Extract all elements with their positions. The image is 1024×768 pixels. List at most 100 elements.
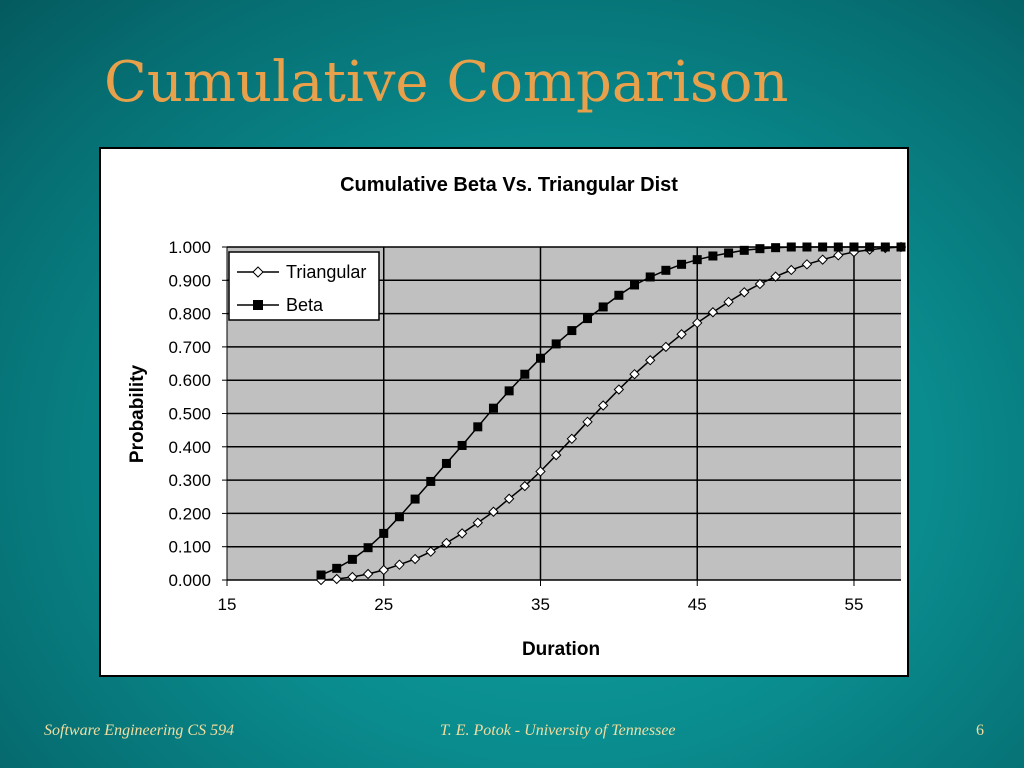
data-point-beta <box>849 242 859 252</box>
data-point-triangular <box>425 546 436 557</box>
y-tick-label: 0.400 <box>168 438 211 457</box>
chart-title: Cumulative Beta Vs. Triangular Dist <box>340 174 678 196</box>
data-point-beta <box>708 251 718 261</box>
y-tick-label: 0.700 <box>168 338 211 357</box>
data-point-triangular <box>660 341 672 353</box>
data-point-triangular <box>770 271 781 282</box>
x-tick-label: 35 <box>531 595 550 614</box>
chart-panel: Cumulative Beta Vs. Triangular Dist 0.000… <box>99 147 909 677</box>
data-point-beta <box>504 386 514 396</box>
data-point-triangular <box>535 466 546 477</box>
y-tick-label: 0.100 <box>168 538 211 557</box>
data-point-beta <box>567 326 577 336</box>
data-point-beta <box>724 248 734 258</box>
data-point-triangular <box>566 433 578 445</box>
data-point-beta <box>739 245 749 255</box>
y-tick-label: 0.900 <box>168 271 211 290</box>
data-point-triangular <box>488 506 499 517</box>
data-point-triangular <box>754 278 766 290</box>
data-point-beta <box>379 528 389 538</box>
data-point-beta <box>833 242 843 252</box>
data-point-beta <box>614 290 624 300</box>
y-tick-label: 0.500 <box>168 405 211 424</box>
data-point-beta <box>677 259 687 269</box>
data-point-beta <box>551 339 561 349</box>
data-point-beta <box>363 543 373 553</box>
data-point-beta <box>488 403 498 413</box>
page-number: 6 <box>976 722 984 739</box>
data-point-beta <box>535 353 545 363</box>
data-point-triangular <box>456 528 468 539</box>
data-point-beta <box>896 242 906 252</box>
data-point-triangular <box>409 553 421 565</box>
data-point-beta <box>786 242 796 252</box>
y-tick-label: 0.800 <box>168 305 211 324</box>
y-tick-label: 0.600 <box>168 371 211 390</box>
data-point-triangular <box>613 384 625 395</box>
x-tick-label: 45 <box>688 595 707 614</box>
data-point-beta <box>394 512 404 522</box>
data-point-triangular <box>362 568 374 580</box>
x-tick-label: 55 <box>845 595 864 614</box>
data-point-beta <box>457 440 467 450</box>
data-point-triangular <box>378 564 389 576</box>
data-point-triangular <box>394 559 405 570</box>
data-point-triangular <box>597 400 609 411</box>
legend-label-triangular: Triangular <box>286 262 366 282</box>
data-point-triangular <box>833 250 844 261</box>
legend-marker-triangular <box>252 266 264 278</box>
data-point-triangular <box>347 571 358 583</box>
data-point-beta <box>645 272 655 282</box>
data-point-triangular <box>817 254 828 265</box>
data-point-beta <box>818 242 828 252</box>
y-tick-label: 1.000 <box>168 238 211 257</box>
data-point-beta <box>332 563 342 573</box>
data-point-triangular <box>707 307 719 318</box>
legend-marker-beta <box>253 300 263 310</box>
data-point-beta <box>865 242 875 252</box>
data-point-beta <box>441 458 451 468</box>
data-point-triangular <box>692 317 703 329</box>
data-point-beta <box>347 554 357 564</box>
data-point-beta <box>410 494 420 504</box>
y-tick-label: 0.300 <box>168 471 211 490</box>
footer-author: T. E. Potok - University of Tennessee <box>440 722 676 739</box>
y-axis-label: Probability <box>127 364 148 463</box>
data-point-beta <box>583 314 593 324</box>
data-point-triangular <box>331 573 342 585</box>
data-point-triangular <box>645 355 656 366</box>
x-tick-label: 25 <box>374 595 393 614</box>
data-point-triangular <box>723 296 734 308</box>
data-point-beta <box>802 242 812 252</box>
data-point-triangular <box>519 480 531 492</box>
data-point-triangular <box>801 259 813 270</box>
chart-svg: Cumulative Beta Vs. Triangular Dist 0.000… <box>127 174 907 660</box>
data-point-triangular <box>629 368 640 380</box>
data-point-beta <box>630 280 640 290</box>
y-tick-label: 0.000 <box>168 571 211 590</box>
data-point-beta <box>520 369 530 379</box>
data-point-beta <box>598 302 608 312</box>
x-axis-label: Duration <box>522 639 600 660</box>
data-point-triangular <box>676 329 687 340</box>
data-point-beta <box>426 476 436 486</box>
data-point-triangular <box>503 493 515 504</box>
data-point-beta <box>880 242 890 252</box>
data-point-beta <box>771 243 781 253</box>
y-tick-label: 0.200 <box>168 504 211 523</box>
data-point-beta <box>473 422 483 432</box>
data-point-triangular <box>472 517 483 528</box>
data-point-beta <box>692 255 702 265</box>
legend-label-beta: Beta <box>286 295 324 315</box>
data-point-beta <box>316 570 326 580</box>
data-point-triangular <box>441 537 452 549</box>
data-point-beta <box>755 244 765 254</box>
data-point-triangular <box>550 449 562 461</box>
data-point-triangular <box>582 416 593 428</box>
footer-course: Software Engineering CS 594 <box>44 722 235 739</box>
data-point-triangular <box>739 287 750 298</box>
x-tick-label: 15 <box>218 595 237 614</box>
data-point-triangular <box>786 264 797 276</box>
data-point-beta <box>661 265 671 275</box>
slide-title: Cumulative Comparison <box>104 50 789 115</box>
